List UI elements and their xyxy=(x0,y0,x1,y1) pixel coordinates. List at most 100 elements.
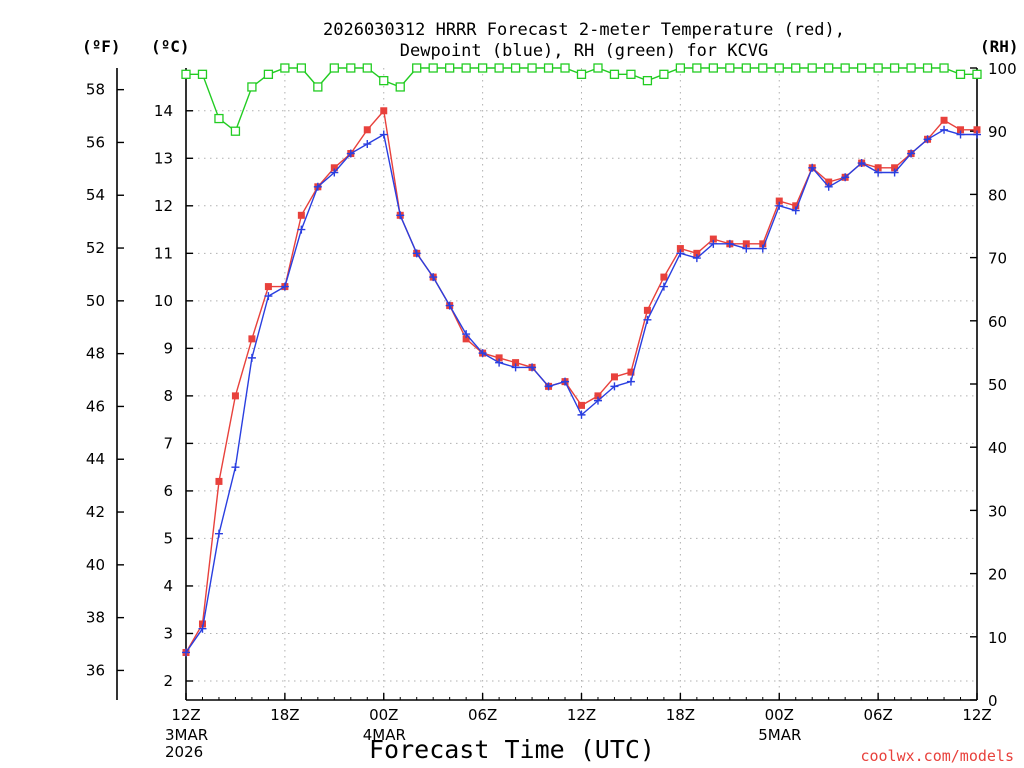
rh-point xyxy=(461,63,471,73)
rh-point xyxy=(906,63,916,73)
rh-point xyxy=(395,82,405,92)
dewpoint-point xyxy=(511,363,520,372)
dewpoint-point xyxy=(923,135,932,144)
dewpoint-point xyxy=(214,529,223,538)
rh-tick-label: 70 xyxy=(988,250,1007,268)
dewpoint-point xyxy=(346,149,355,158)
rh-point xyxy=(296,63,307,73)
rh-tick-label: 20 xyxy=(988,566,1007,584)
rh-point xyxy=(181,69,191,79)
rh-point xyxy=(807,63,817,73)
time-tick-label: 06Z xyxy=(468,706,497,724)
temperature-point xyxy=(231,392,239,400)
fahrenheit-tick-label: 46 xyxy=(86,397,105,415)
temperature-point xyxy=(957,126,965,134)
rh-point xyxy=(692,63,702,73)
temperature-point xyxy=(380,107,388,115)
date-tick-label: 4MAR xyxy=(363,726,406,744)
time-tick-label: 00Z xyxy=(369,706,398,724)
dewpoint-point xyxy=(561,377,570,386)
fahrenheit-tick-label: 44 xyxy=(86,450,105,468)
rh-point xyxy=(725,63,735,73)
dewpoint-line xyxy=(185,129,977,653)
dewpoint-point xyxy=(577,410,586,419)
rh-point xyxy=(197,69,208,79)
rh-point xyxy=(659,69,669,79)
temperature-point xyxy=(594,392,602,400)
temperature-point xyxy=(627,368,635,376)
rh-point xyxy=(791,63,801,73)
rh-point xyxy=(313,82,323,92)
axes xyxy=(116,67,978,701)
fahrenheit-tick-label: 42 xyxy=(86,503,105,521)
rh-point xyxy=(543,63,554,73)
temperature-line xyxy=(185,109,977,653)
dewpoint-point xyxy=(462,330,471,339)
temperature-point xyxy=(363,126,371,134)
dewpoint-point xyxy=(429,273,438,282)
x-axis-title: Forecast Time (UTC) xyxy=(369,735,655,764)
dewpoint-point xyxy=(330,168,339,177)
rh-point xyxy=(626,69,636,79)
dewpoint-point xyxy=(495,358,504,367)
rh-point xyxy=(840,63,850,73)
credit-link[interactable]: coolwx.com/models xyxy=(860,747,1014,765)
time-tick-label: 12Z xyxy=(171,706,200,724)
dewpoint-point xyxy=(396,211,405,220)
dewpoint-point xyxy=(198,624,207,633)
time-tick-label: 18Z xyxy=(270,706,299,724)
celsius-tick-label: 12 xyxy=(154,197,173,215)
data-series xyxy=(181,63,982,657)
rh-point xyxy=(329,63,339,73)
celsius-tick-label: 3 xyxy=(163,624,173,642)
rh-unit-label: (RH) xyxy=(980,37,1019,56)
dewpoint-point xyxy=(280,282,289,291)
rh-tick-label: 30 xyxy=(988,502,1007,520)
time-tick-label: 12Z xyxy=(962,706,991,724)
temperature-point xyxy=(759,240,767,248)
temperature-point xyxy=(825,178,833,186)
rh-tick-label: 80 xyxy=(988,186,1007,204)
dewpoint-point xyxy=(659,282,668,291)
temperature-point xyxy=(775,197,783,205)
rh-point xyxy=(856,63,867,73)
dewpoint-point xyxy=(824,182,833,191)
dewpoint-point xyxy=(593,396,602,405)
rh-tick-label: 60 xyxy=(988,313,1007,331)
celsius-tick-label: 2 xyxy=(163,672,173,690)
rh-point xyxy=(758,63,768,73)
celsius-tick-label: 14 xyxy=(154,102,173,120)
rh-point xyxy=(379,75,389,86)
dewpoint-point xyxy=(297,225,306,234)
celsius-tick-label: 7 xyxy=(163,434,173,452)
rh-point xyxy=(675,63,686,73)
dewpoint-point xyxy=(676,249,685,258)
temperature-point xyxy=(676,245,684,253)
celsius-tick-label: 13 xyxy=(154,149,173,167)
celsius-tick-label: 4 xyxy=(163,577,173,595)
celsius-tick-label: 8 xyxy=(163,387,173,405)
celsius-tick-label: 9 xyxy=(163,339,173,357)
temperature-point xyxy=(462,335,470,343)
temperature-point xyxy=(660,273,668,281)
rh-tick-label: 100 xyxy=(988,60,1017,78)
dewpoint-point xyxy=(412,249,421,258)
fahrenheit-tick-label: 58 xyxy=(86,81,105,99)
celsius-tick-label: 11 xyxy=(154,244,173,262)
rh-point xyxy=(922,63,933,73)
dewpoint-point xyxy=(709,239,718,248)
dewpoint-point xyxy=(182,648,190,657)
dewpoint-point xyxy=(692,254,701,263)
rh-point xyxy=(510,63,521,73)
temperature-point xyxy=(297,211,305,219)
dewpoint-point xyxy=(478,349,487,358)
rh-point xyxy=(774,63,784,73)
dewpoint-point xyxy=(445,301,454,310)
temperature-point xyxy=(512,359,520,367)
time-tick-label: 00Z xyxy=(765,706,794,724)
temperature-point xyxy=(940,116,948,124)
dewpoint-point xyxy=(313,182,322,191)
date-tick-label: 5MAR xyxy=(758,726,801,744)
dewpoint-point xyxy=(857,159,866,168)
dewpoint-point xyxy=(808,163,817,172)
